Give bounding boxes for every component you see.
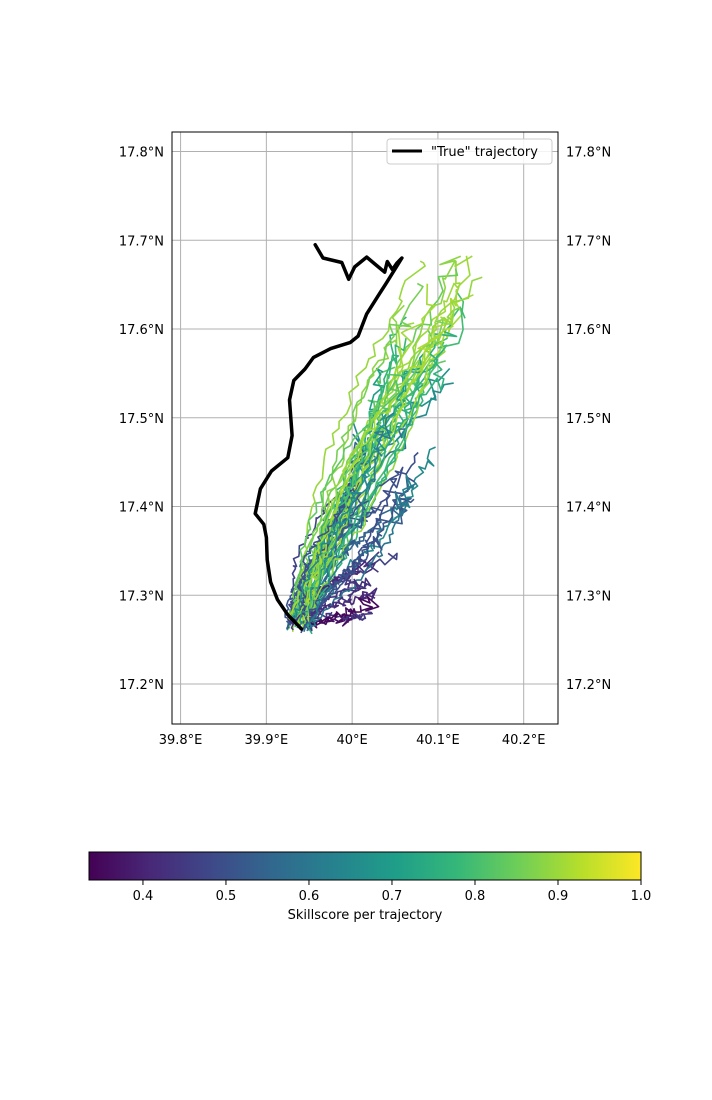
ensemble-trajectory-63: [288, 283, 436, 618]
colorbar-tick-label-4: 0.8: [465, 889, 486, 904]
ensemble-trajectories: [284, 255, 483, 635]
legend: "True" trajectory: [386, 138, 553, 165]
y-tick-label-left-1: 17.3°N: [119, 589, 164, 604]
x-tick-label-4: 40.2°E: [502, 733, 546, 748]
x-tick-label-1: 39.9°E: [245, 733, 289, 748]
y-tick-label-right-0: 17.2°N: [566, 678, 611, 693]
true-trajectory-line: [253, 242, 404, 631]
true-trajectory-group: [253, 242, 404, 631]
y-tick-label-left-0: 17.2°N: [119, 678, 164, 693]
colorbar-tick-label-6: 1.0: [631, 889, 652, 904]
ensemble-trajectory-52: [297, 260, 426, 625]
axis-ticks: 39.8°E 39.9°E 40°E 40.1°E 40.2°E 17.2°N 17.2°N…: [119, 146, 611, 748]
y-tick-label-left-4: 17.6°N: [119, 323, 164, 338]
x-tick-label-2: 40°E: [337, 733, 368, 748]
legend-label-true-trajectory: "True" trajectory: [431, 145, 538, 160]
y-tick-label-right-6: 17.8°N: [566, 146, 611, 161]
y-tick-label-right-5: 17.7°N: [566, 234, 611, 249]
ensemble-trajectory-68: [308, 412, 395, 628]
colorbar: 0.4 0.5 0.6 0.7 0.8 0.9 1.0 Skillscore per tra…: [88, 851, 652, 923]
colorbar-tick-label-2: 0.6: [299, 889, 320, 904]
y-tick-label-right-1: 17.3°N: [566, 589, 611, 604]
x-tick-label-3: 40.1°E: [416, 733, 460, 748]
ensemble-trajectory-39: [284, 505, 383, 630]
plot-frame: [171, 131, 559, 725]
colorbar-tick-label-5: 0.9: [548, 889, 569, 904]
colorbar-tick-label-1: 0.5: [216, 889, 237, 904]
y-tick-label-left-5: 17.7°N: [119, 234, 164, 249]
y-tick-label-right-3: 17.5°N: [566, 412, 611, 427]
x-tick-label-0: 39.8°E: [159, 733, 203, 748]
ensemble-trajectory-66: [304, 369, 411, 618]
ensemble-trajectory-61: [292, 361, 421, 614]
y-tick-label-left-6: 17.8°N: [119, 146, 164, 161]
legend-box: [386, 138, 553, 165]
y-tick-label-right-4: 17.6°N: [566, 323, 611, 338]
ensemble-trajectory-65: [296, 414, 393, 629]
y-tick-label-left-2: 17.4°N: [119, 501, 164, 516]
ensemble-trajectory-45: [311, 611, 373, 621]
ensemble-trajectory-54: [300, 466, 404, 634]
ensemble-trajectory-47: [304, 497, 415, 625]
colorbar-label: Skillscore per trajectory: [288, 908, 443, 923]
ensemble-trajectory-67: [308, 535, 383, 616]
y-tick-label-right-2: 17.4°N: [566, 501, 611, 516]
colorbar-tick-label-3: 0.7: [382, 889, 403, 904]
ensemble-trajectory-69: [289, 473, 372, 621]
y-tick-label-left-3: 17.5°N: [119, 412, 164, 427]
ensemble-trajectory-46: [303, 309, 454, 616]
colorbar-ticks: 0.4 0.5 0.6 0.7 0.8 0.9 1.0: [133, 880, 652, 904]
gridlines: [172, 132, 558, 724]
ensemble-trajectory-49: [308, 596, 380, 629]
colorbar-gradient: [88, 851, 642, 881]
colorbar-tick-label-0: 0.4: [133, 889, 154, 904]
